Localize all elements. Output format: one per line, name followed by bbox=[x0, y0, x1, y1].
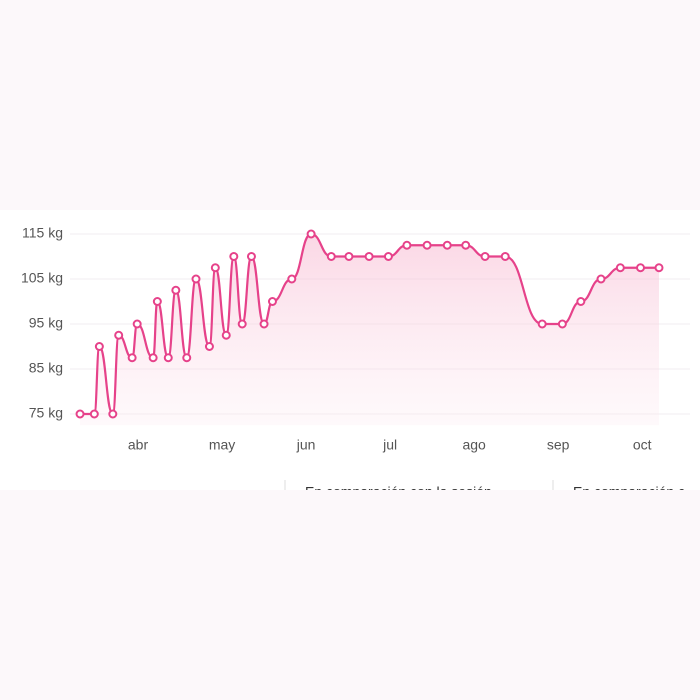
x-tick-label: sep bbox=[547, 437, 570, 453]
point bbox=[557, 319, 567, 329]
point bbox=[89, 409, 99, 419]
point bbox=[615, 263, 625, 273]
point bbox=[326, 252, 336, 261]
point bbox=[442, 240, 452, 250]
x-tick-label: oct bbox=[633, 437, 652, 453]
point bbox=[163, 353, 173, 363]
point bbox=[229, 252, 239, 261]
point bbox=[287, 274, 297, 284]
point bbox=[500, 252, 510, 261]
point bbox=[576, 297, 586, 306]
point bbox=[383, 252, 393, 261]
plot: 75 kg 85 kg 95 kg 105 kg 115 kg abr may jun jul a… bbox=[21, 225, 690, 453]
x-tick-label: ago bbox=[462, 437, 486, 453]
point bbox=[191, 274, 201, 284]
point bbox=[461, 240, 471, 250]
point bbox=[344, 252, 354, 261]
area bbox=[80, 234, 659, 426]
y-tick-label: 95 kg bbox=[29, 315, 63, 331]
point bbox=[148, 353, 158, 363]
y-tick-label: 115 kg bbox=[22, 225, 63, 241]
point bbox=[654, 263, 664, 273]
point bbox=[182, 353, 192, 363]
x-tick-label: jun bbox=[296, 437, 316, 453]
point bbox=[152, 297, 162, 306]
point bbox=[596, 274, 606, 284]
point bbox=[480, 252, 490, 261]
y-tick-label: 85 kg bbox=[29, 360, 63, 376]
point bbox=[204, 342, 214, 351]
point bbox=[75, 409, 85, 419]
point bbox=[306, 229, 316, 239]
x-tick-label: abr bbox=[128, 437, 149, 453]
point bbox=[114, 330, 124, 340]
x-tick-label: may bbox=[209, 437, 235, 453]
point bbox=[210, 263, 220, 273]
card-row: En comparación con la sesión En comparac… bbox=[284, 480, 685, 500]
y-tick-label: 75 kg bbox=[29, 405, 63, 421]
card-title: En comparación con la sesión bbox=[305, 484, 492, 500]
point bbox=[127, 353, 137, 363]
point bbox=[237, 319, 247, 329]
point bbox=[132, 319, 142, 329]
point bbox=[364, 252, 374, 261]
card-title: En comparación c bbox=[573, 484, 685, 500]
point bbox=[108, 409, 118, 419]
point bbox=[402, 240, 412, 250]
point bbox=[537, 319, 547, 329]
point bbox=[221, 330, 231, 340]
point bbox=[246, 252, 256, 261]
point bbox=[171, 285, 181, 295]
point bbox=[94, 342, 104, 351]
point bbox=[259, 319, 269, 329]
point bbox=[636, 263, 646, 273]
x-tick-label: jul bbox=[382, 437, 397, 453]
point bbox=[267, 297, 277, 306]
y-tick-label: 105 kg bbox=[21, 270, 63, 286]
point bbox=[422, 240, 432, 250]
